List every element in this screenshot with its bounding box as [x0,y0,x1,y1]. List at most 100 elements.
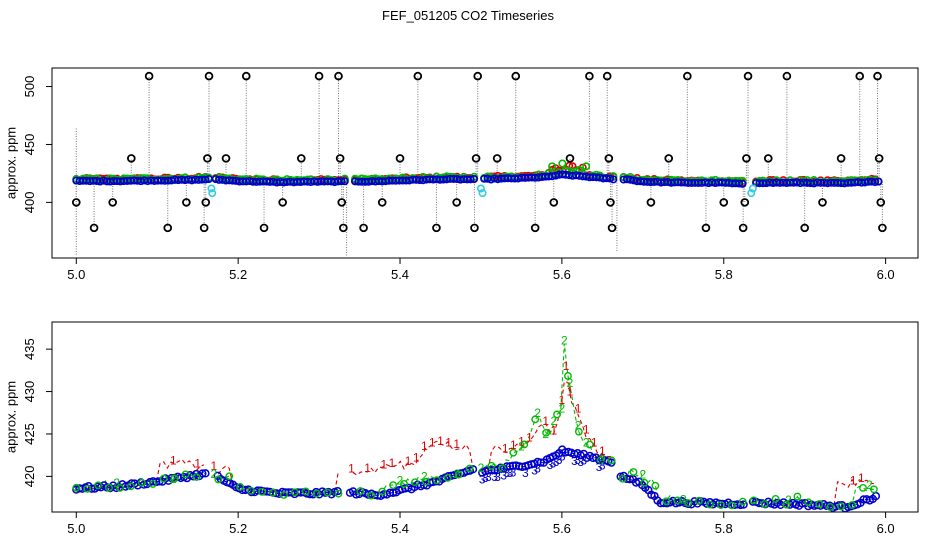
series-2-point [432,476,441,485]
series-2-point [629,468,638,476]
series-2-point [542,428,551,437]
series-3-label: 3 [580,454,587,468]
series-2-label: 2 [567,376,574,390]
series-2-point [487,461,496,470]
x-tick-label-bottom: 5.8 [715,521,733,536]
series-2-point [520,440,529,449]
series-2-point [509,448,518,457]
series-1-label: 1 [567,385,574,399]
series-2-point [192,473,201,481]
series-2-label: 2 [453,467,460,481]
series-1-label: 1 [575,402,582,416]
series-2-point [356,487,365,495]
flagged-point [748,184,757,193]
y-tick-label-bottom: 430 [22,381,37,403]
y-tick-label-top: 450 [22,134,37,156]
series-2-point [72,483,81,492]
y-axis-label-top: approx. ppm [3,127,18,199]
series-2-point [137,478,146,487]
series-2-point [826,503,835,511]
calibration-point [602,71,612,81]
series-2-label: 2 [599,452,606,466]
calibration-point [201,198,211,207]
series-2-point [312,489,321,498]
plot-area-top [71,71,887,258]
calibration-point [108,198,118,207]
series-2-label: 2 [575,418,582,432]
x-tick-label-top: 6.0 [877,267,895,282]
series-2-point [454,470,463,479]
calibration-point [738,223,748,233]
series-3-label: 3 [577,455,584,469]
series-2-point [422,477,430,486]
calibration-point [89,223,99,233]
series-3-point [337,177,346,186]
series-2-point [848,501,856,509]
flagged-point [208,189,217,198]
series-3-label: 3 [504,466,511,480]
series-2-point [815,500,824,508]
series-2-label: 2 [639,468,646,482]
series-1-label: 1 [502,441,509,455]
series-3-point [605,174,614,183]
series-1-label: 1 [389,456,396,470]
series-2-point [738,497,747,506]
calibration-point [740,198,750,207]
series-3-point [609,175,618,184]
series-2-point [804,498,813,507]
series-2-label: 2 [559,402,566,416]
calibration-point [719,198,729,207]
series-3-point [198,469,207,478]
series-3-label: 3 [599,459,606,473]
series-2-point [400,479,408,488]
calibration-point [607,223,617,233]
flagged-point [747,189,756,198]
series-1-label: 1 [421,439,428,453]
x-tick-label-top: 5.2 [229,267,247,282]
series-2-point [760,500,769,508]
calibration-point [763,154,773,163]
series-2-point [662,497,671,506]
series-3-point [874,177,883,186]
series-2-point [717,501,725,509]
series-2-line [76,343,874,510]
series-2-point [548,162,557,171]
x-tick-label-bottom: 5.2 [229,521,247,536]
calibration-point [470,223,479,233]
series-1-label: 1 [437,434,444,448]
calibration-point [565,154,575,163]
series-2-point [749,496,758,505]
series-2-point [443,473,452,482]
series-3-label: 3 [494,470,501,484]
series-3-point [871,178,880,187]
x-tick-label-bottom: 6.0 [877,521,895,536]
series-3-point [201,175,210,184]
series-2-point [695,496,703,505]
series-2-point [236,483,245,491]
y-axis-label-bottom: approx. ppm [3,381,18,453]
series-1-label: 1 [194,457,201,471]
series-1-label: 1 [380,458,387,472]
y-tick-label-bottom: 425 [22,423,37,445]
series-3-point [738,179,747,188]
series-2-point [706,500,714,509]
series-2-point [181,470,190,479]
calibration-point [836,154,846,163]
series-2-point [127,482,135,491]
series-2-point [585,440,594,449]
series-2-label: 2 [170,472,177,486]
plot-frame-top [51,67,919,259]
calibration-point [335,154,345,163]
series-2-label: 2 [785,493,792,507]
calibration-point [585,71,594,81]
series-2-point [531,415,540,424]
series-1-label: 1 [405,454,412,468]
calibration-point [818,198,827,207]
calibration-point [199,223,209,233]
calibration-point [339,223,348,233]
series-1-label: 1 [563,359,570,373]
series-1-label: 1 [850,474,857,488]
x-tick-label-bottom: 5.0 [67,521,85,536]
series-1-label: 1 [364,461,371,475]
